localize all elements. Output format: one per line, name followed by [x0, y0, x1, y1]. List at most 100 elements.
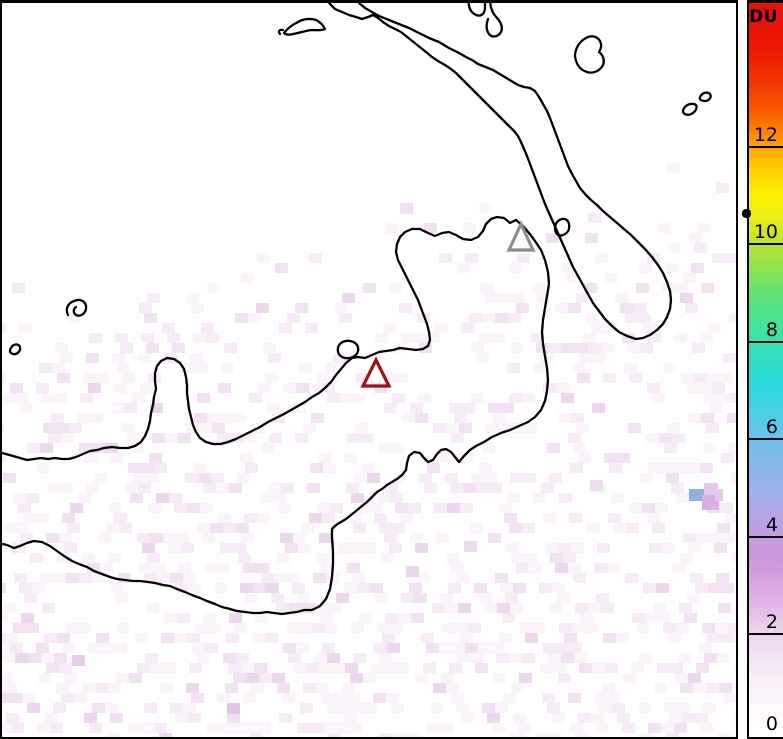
- noise-pixel: [60, 483, 73, 493]
- noise-pixel: [517, 253, 530, 263]
- noise-pixel: [645, 613, 658, 623]
- noise-pixel: [51, 413, 64, 423]
- noise-pixel: [626, 523, 639, 533]
- noise-pixel: [261, 573, 274, 583]
- noise-pixel: [186, 293, 199, 303]
- noise-pixel: [640, 733, 653, 737]
- noise-pixel: [101, 643, 114, 653]
- noise-pixel: [603, 633, 616, 643]
- noise-pixel: [287, 573, 300, 583]
- noise-pixel: [32, 583, 45, 593]
- noise-pixel: [46, 533, 59, 543]
- noise-pixel: [351, 493, 364, 503]
- noise-pixel: [88, 383, 101, 393]
- noise-pixel: [495, 313, 508, 323]
- noise-pixel: [36, 513, 49, 523]
- noise-pixel: [289, 603, 302, 613]
- noise-pixel: [19, 583, 32, 593]
- noise-pixel: [408, 503, 421, 513]
- noise-pixel: [61, 693, 74, 703]
- noise-pixel: [580, 353, 593, 363]
- noise-pixel: [258, 723, 271, 733]
- noise-pixel: [379, 653, 392, 663]
- noise-pixel: [436, 533, 449, 543]
- noise-pixel: [332, 663, 345, 673]
- noise-pixel: [347, 563, 360, 573]
- noise-pixel: [163, 533, 176, 543]
- noise-pixel: [2, 523, 15, 533]
- noise-pixel: [129, 673, 142, 683]
- noise-pixel: [659, 433, 672, 443]
- noise-pixel: [456, 573, 469, 583]
- noise-pixel: [325, 623, 338, 633]
- noise-pixel: [146, 603, 159, 613]
- noise-pixel: [382, 373, 395, 383]
- noise-pixel: [246, 673, 259, 683]
- noise-pixel: [399, 303, 412, 313]
- noise-pixel: [632, 613, 645, 623]
- noise-pixel: [84, 713, 97, 723]
- noise-pixel: [380, 733, 393, 737]
- noise-pixel: [124, 403, 137, 413]
- noise-pixel: [706, 683, 719, 693]
- noise-pixel: [323, 463, 336, 473]
- noise-pixel: [730, 393, 736, 403]
- noise-pixel: [41, 393, 54, 403]
- oval-island-central: [336, 339, 360, 360]
- noise-pixel: [637, 623, 650, 633]
- noise-pixel: [617, 713, 630, 723]
- noise-pixel: [479, 593, 492, 603]
- noise-pixel: [493, 413, 506, 423]
- noise-pixel: [142, 543, 155, 553]
- noise-pixel: [96, 373, 109, 383]
- colorbar-tick-label: 12: [753, 124, 778, 146]
- noise-pixel: [344, 583, 357, 593]
- colorbar-tick-line: [749, 341, 783, 343]
- noise-pixel: [148, 503, 161, 513]
- noise-pixel: [400, 513, 413, 523]
- noise-pixel: [446, 553, 459, 563]
- noise-pixel: [561, 653, 574, 663]
- noise-pixel: [725, 253, 736, 263]
- noise-pixel: [109, 503, 122, 513]
- noise-pixel: [61, 433, 74, 443]
- noise-pixel: [561, 393, 574, 403]
- noise-pixel: [392, 523, 405, 533]
- noise-pixel: [688, 543, 701, 553]
- noise-pixel: [657, 663, 670, 673]
- noise-pixel: [217, 563, 230, 573]
- noise-pixel: [680, 293, 693, 303]
- noise-pixel: [50, 723, 63, 733]
- noise-pixel: [720, 373, 733, 383]
- noise-pixel: [330, 503, 343, 513]
- noise-pixel: [470, 523, 483, 533]
- noise-pixel: [440, 593, 453, 603]
- map-canvas: [0, 0, 738, 739]
- noise-pixel: [471, 473, 484, 483]
- noise-pixel: [241, 533, 254, 543]
- noise-pixel: [185, 473, 198, 483]
- noise-pixel: [79, 443, 92, 453]
- noise-pixel: [536, 343, 549, 353]
- noise-pixel: [547, 703, 560, 713]
- noise-pixel: [482, 443, 495, 453]
- noise-pixel: [415, 543, 428, 553]
- noise-pixel: [362, 463, 375, 473]
- noise-pixel: [498, 293, 511, 303]
- colorbar-tick-label: 10: [753, 221, 778, 243]
- noise-pixel: [715, 623, 728, 633]
- noise-pixel: [643, 323, 656, 333]
- noise-pixel: [206, 723, 219, 733]
- colorbar-tick-line: [749, 633, 783, 635]
- noise-pixel: [293, 403, 306, 413]
- noise-pixel: [95, 683, 108, 693]
- noise-pixel: [495, 703, 508, 713]
- noise-pixel: [570, 463, 583, 473]
- noise-pixel: [576, 293, 589, 303]
- noise-pixel: [190, 353, 203, 363]
- noise-pixel: [638, 313, 651, 323]
- noise-pixel: [226, 633, 239, 643]
- noise-pixel: [470, 653, 483, 663]
- noise-pixel: [382, 633, 395, 643]
- noise-pixel: [539, 583, 552, 593]
